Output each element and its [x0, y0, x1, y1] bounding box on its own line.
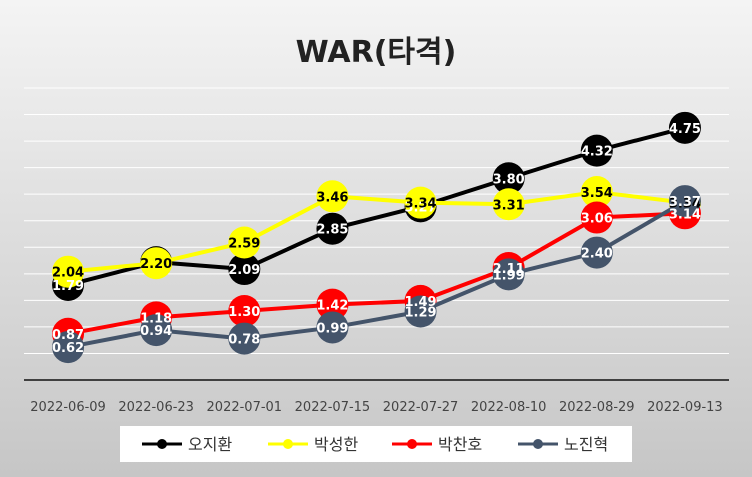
x-tick-label: 2022-09-13 [647, 400, 723, 415]
legend-label: 박찬호 [438, 435, 482, 454]
data-label: 1.49 [405, 295, 437, 310]
data-point [228, 294, 261, 327]
data-point [580, 176, 613, 209]
legend-marker [407, 439, 417, 449]
data-label: 0.99 [316, 321, 348, 336]
data-label: 3.80 [493, 172, 525, 187]
data-label: 3.46 [316, 190, 348, 205]
data-label: 2.20 [140, 257, 172, 272]
data-point [228, 226, 261, 259]
data-label: 3.54 [581, 186, 613, 201]
data-labels-layer: 1.79 2.09 2.85 3.27 3.80 4.32 4.75 2.04 2.20 2.59… [52, 122, 701, 356]
x-tick-labels: 2022-06-09 2022-06-23 2022-07-01 2022-07-15… [30, 400, 722, 415]
legend-marker [157, 439, 167, 449]
data-label: 2.09 [228, 263, 260, 278]
data-label: 2.59 [228, 236, 260, 251]
legend-label: 오지환 [188, 435, 232, 454]
data-label: 0.62 [52, 341, 84, 356]
legend-marker [533, 439, 543, 449]
x-tick-label: 2022-06-09 [30, 400, 106, 415]
data-point [52, 255, 85, 288]
series-layer [52, 111, 701, 364]
data-label: 3.34 [669, 197, 701, 212]
legend-marker [283, 439, 293, 449]
x-tick-label: 2022-07-27 [383, 400, 459, 415]
data-label: 0.94 [140, 324, 172, 339]
x-tick-label: 2022-06-23 [118, 400, 194, 415]
x-tick-label: 2022-08-29 [559, 400, 635, 415]
data-point [492, 258, 525, 291]
x-tick-label: 2022-07-15 [295, 400, 371, 415]
series-1 [52, 176, 701, 288]
data-point [580, 201, 613, 234]
data-label: 3.37 [669, 195, 701, 210]
x-tick-label: 2022-07-01 [207, 400, 283, 415]
data-point [316, 212, 349, 245]
data-label: 3.34 [405, 197, 437, 212]
data-label: 4.75 [669, 122, 701, 137]
data-point [140, 314, 173, 347]
data-label: 2.11 [493, 262, 525, 277]
data-point [492, 188, 525, 221]
data-label: 3.14 [669, 207, 701, 222]
data-point [580, 134, 613, 167]
data-point [316, 288, 349, 321]
data-label: 1.42 [316, 299, 348, 314]
series-3 [52, 185, 701, 364]
legend: 오지환 박성한 박찬호 노진혁 [142, 435, 608, 454]
data-point [492, 162, 525, 195]
data-point [316, 311, 349, 344]
data-label: 3.06 [581, 212, 613, 227]
data-label: 1.99 [493, 268, 525, 283]
data-label: 1.30 [228, 305, 260, 320]
data-point [404, 295, 437, 328]
data-point [316, 180, 349, 213]
data-label: 0.87 [52, 328, 84, 343]
data-point [228, 253, 261, 286]
data-point [580, 236, 613, 269]
legend-label: 박성한 [314, 435, 358, 454]
data-label: 0.78 [228, 333, 260, 348]
data-label: 1.79 [52, 279, 84, 294]
data-label: 2.04 [52, 266, 84, 281]
data-label: 1.29 [405, 306, 437, 321]
data-point [52, 331, 85, 364]
data-point [140, 247, 173, 280]
data-label: 3.31 [493, 198, 525, 213]
data-label: 3.27 [405, 200, 437, 215]
data-point [404, 186, 437, 219]
data-label: 1.18 [140, 311, 172, 326]
data-label: 2.85 [316, 223, 348, 238]
data-label: 4.32 [581, 145, 613, 160]
legend-label: 노진혁 [564, 435, 608, 454]
x-tick-label: 2022-08-10 [471, 400, 547, 415]
data-point [668, 111, 701, 144]
data-point [668, 185, 701, 218]
data-label: 2.40 [581, 247, 613, 262]
data-point [228, 322, 261, 355]
chart-title: WAR(타격) [296, 35, 457, 70]
